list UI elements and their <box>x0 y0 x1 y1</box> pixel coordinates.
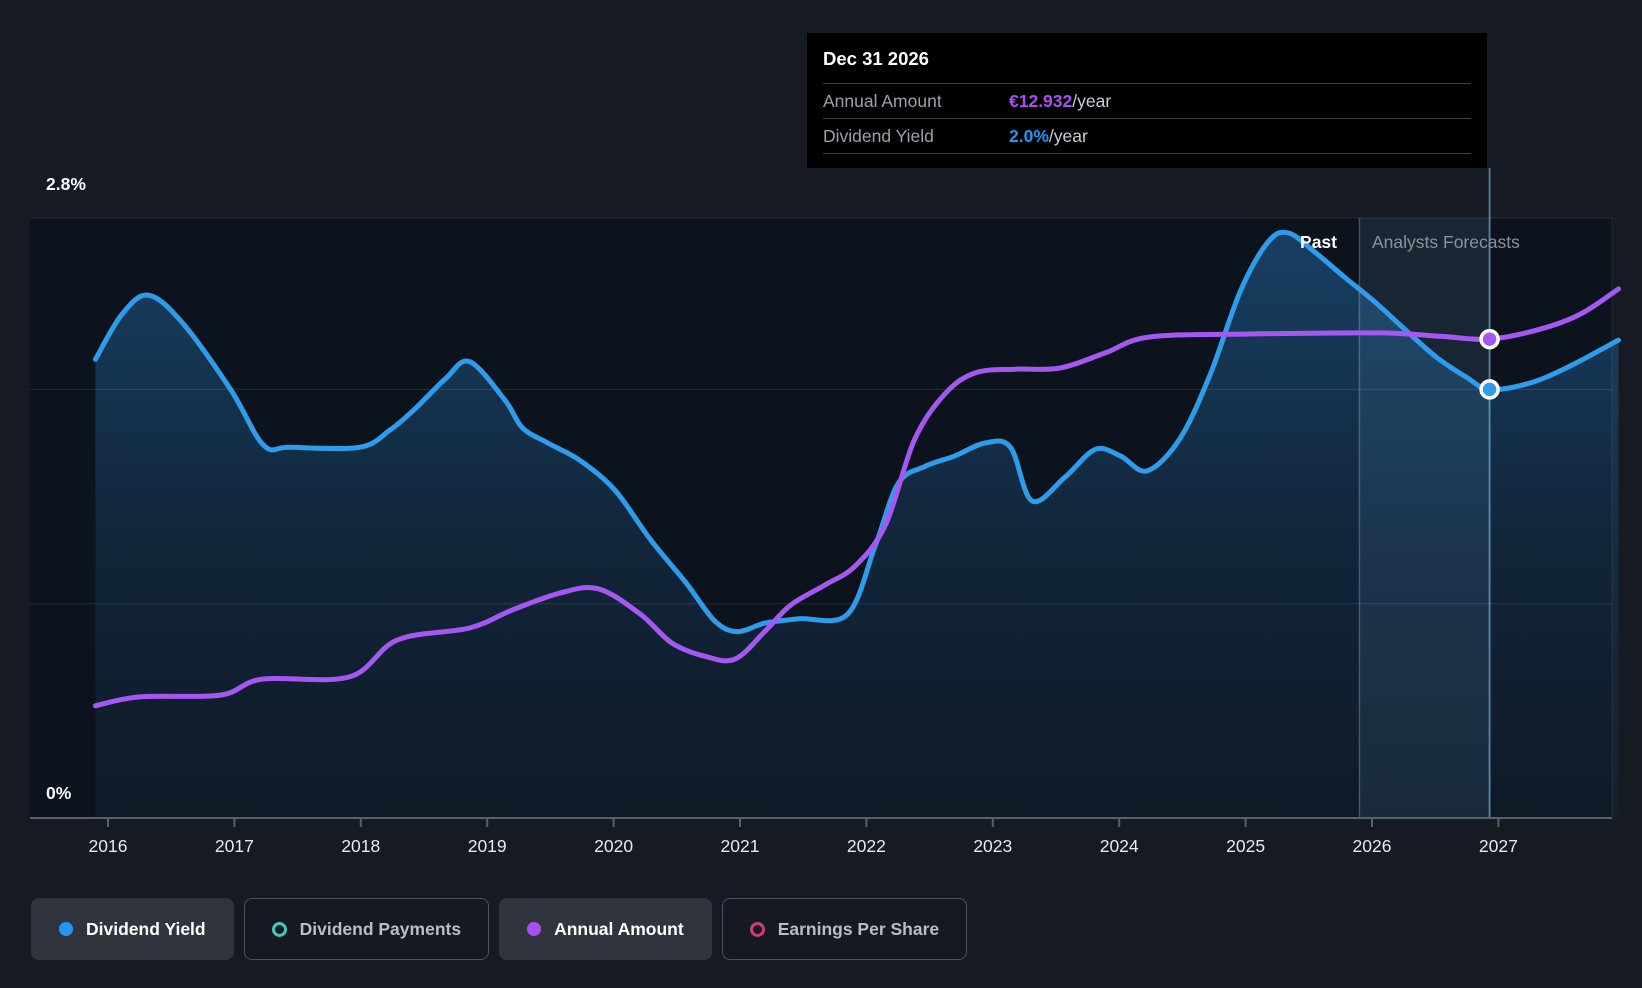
tooltip-label: Dividend Yield <box>823 126 934 146</box>
chart-tooltip: Dec 31 2026 Annual Amount €12.932/year D… <box>807 33 1487 168</box>
past-label: Past <box>1300 232 1337 252</box>
legend-label: Dividend Payments <box>299 918 462 939</box>
analysts-forecasts-label: Analysts Forecasts <box>1372 232 1520 252</box>
legend-button-dividend-yield[interactable]: Dividend Yield <box>31 898 234 960</box>
tooltip-row-dividend-yield: Dividend Yield 2.0%/year <box>823 119 1471 154</box>
x-axis-label: 2017 <box>215 836 254 856</box>
x-axis-label: 2018 <box>341 836 380 856</box>
legend-label: Dividend Yield <box>86 918 206 939</box>
tooltip-value: 2.0% <box>1009 126 1049 146</box>
tooltip-value-suffix: /year <box>1048 126 1088 146</box>
marker-annual-amount <box>1479 328 1500 350</box>
dividend-yield-dot-icon <box>59 922 73 936</box>
marker-dividend-yield <box>1479 379 1500 400</box>
hover-year-band <box>1359 218 1490 818</box>
legend-button-annual-amount[interactable]: Annual Amount <box>499 898 712 960</box>
dividend-payments-ring-icon <box>271 921 287 937</box>
x-axis-label: 2025 <box>1226 836 1265 856</box>
annual-amount-line <box>92 286 1621 709</box>
x-axis-label: 2027 <box>1479 836 1518 856</box>
x-axis-label: 2023 <box>973 836 1012 856</box>
legend-label: Earnings Per Share <box>777 918 940 939</box>
dividend-yield-area <box>95 232 1619 818</box>
tooltip-value: €12.932 <box>1009 91 1073 111</box>
earnings-per-share-ring-icon <box>749 921 765 937</box>
chart-legend: Dividend Yield Dividend Payments Annual Am… <box>31 898 968 960</box>
tooltip-label: Annual Amount <box>823 91 942 111</box>
x-axis-label: 2026 <box>1353 836 1392 856</box>
x-axis-label: 2019 <box>468 836 507 856</box>
y-axis-zero-label: 0% <box>46 783 72 803</box>
x-axis-label: 2021 <box>721 836 760 856</box>
legend-button-dividend-payments[interactable]: Dividend Payments <box>243 898 490 960</box>
x-axis-label: 2024 <box>1100 836 1139 856</box>
x-axis-label: 2016 <box>89 836 128 856</box>
tooltip-row-annual-amount: Annual Amount €12.932/year <box>823 84 1471 119</box>
x-axis-label: 2020 <box>594 836 633 856</box>
tooltip-date: Dec 31 2026 <box>823 33 1471 84</box>
chart-plot-area[interactable]: 2016 2017 2018 2019 2020 2021 2022 2023 2024 2025… <box>0 0 1642 890</box>
tooltip-value-suffix: /year <box>1072 91 1112 111</box>
x-axis-label: 2022 <box>847 836 886 856</box>
tooltip-value-group: €12.932/year <box>1009 84 1111 118</box>
legend-button-earnings-per-share[interactable]: Earnings Per Share <box>721 898 968 960</box>
dividend-yield-line <box>92 229 1621 635</box>
tooltip-value-group: 2.0%/year <box>1009 119 1088 153</box>
annual-amount-dot-icon <box>527 922 542 936</box>
y-axis-max-label: 2.8% <box>46 174 86 194</box>
legend-label: Annual Amount <box>554 918 684 939</box>
